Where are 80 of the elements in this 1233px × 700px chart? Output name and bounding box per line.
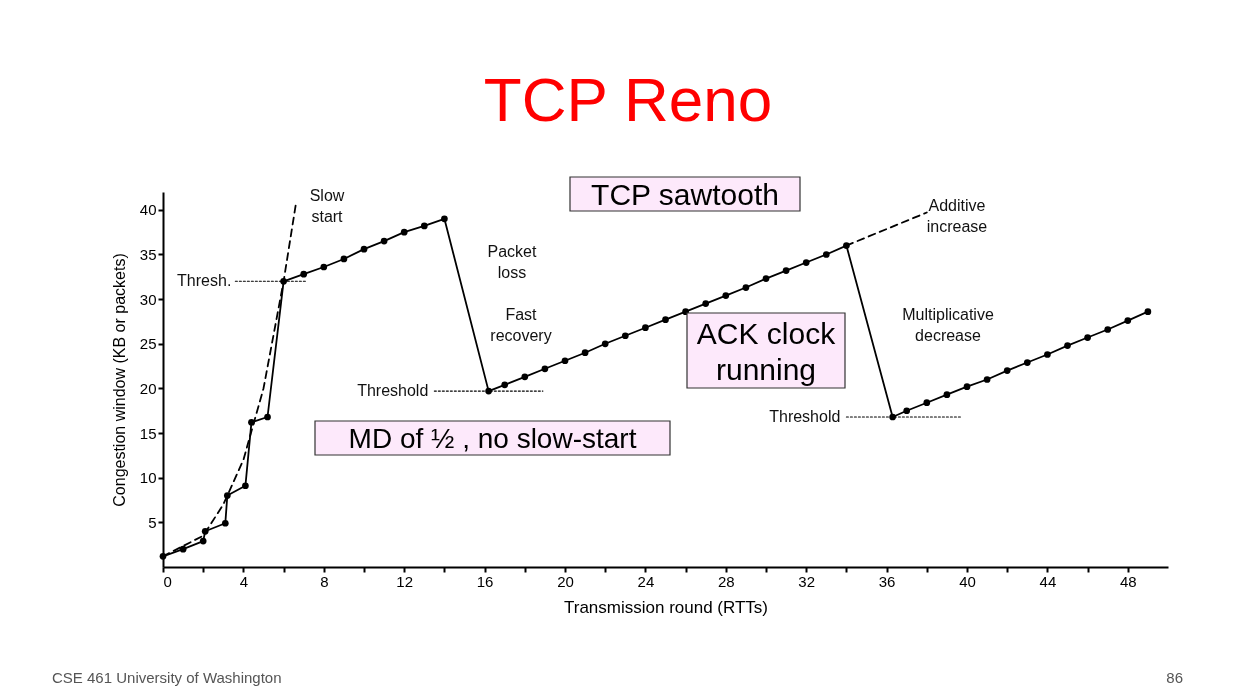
- point: [380, 237, 388, 245]
- point: [1124, 317, 1132, 324]
- point: [561, 357, 569, 365]
- point: [1044, 351, 1051, 358]
- point: [782, 267, 790, 274]
- point: [400, 228, 408, 236]
- point: [1144, 308, 1152, 315]
- point: [441, 215, 448, 223]
- point: [642, 324, 649, 332]
- text: 86: [1166, 669, 1183, 686]
- point: [1084, 334, 1091, 341]
- annotation: Thresh.: [177, 272, 232, 290]
- annotation: TCP sawtooth: [591, 178, 779, 211]
- annotation: Slow start: [309, 186, 345, 225]
- chart-title: TCP Reno: [483, 65, 773, 134]
- y-tick-label: 25: [139, 335, 157, 353]
- annotation: Multiplicative decrease: [902, 305, 994, 344]
- point: [903, 407, 911, 415]
- x-tick-label: 0: [163, 572, 172, 590]
- point: [702, 300, 710, 307]
- point: [340, 255, 348, 263]
- annotation: Packet loss: [487, 242, 538, 281]
- point: [501, 381, 509, 389]
- x-tick-label: 48: [1119, 572, 1137, 590]
- point: [264, 413, 271, 421]
- point: [300, 270, 308, 278]
- point: [662, 316, 669, 324]
- y-tick-label: 20: [139, 379, 157, 397]
- y-tick-label: 15: [139, 424, 157, 442]
- point: [621, 332, 629, 340]
- point: [223, 492, 231, 499]
- point: [199, 537, 207, 545]
- x-tick-label: 36: [878, 572, 896, 590]
- point: [923, 399, 931, 407]
- x-tick-label: 24: [637, 572, 655, 590]
- y-tick-label: 35: [139, 246, 157, 263]
- x-tick-label: 40: [959, 572, 976, 590]
- annotation: MD of ½ , no slow-start: [348, 423, 637, 454]
- point: [943, 391, 951, 399]
- annotation: Threshold: [357, 382, 429, 400]
- annotation: Additive increase: [926, 196, 988, 235]
- x-tick-label: 44: [1039, 572, 1057, 590]
- point: [601, 340, 609, 348]
- point: [420, 222, 428, 230]
- point: [762, 275, 770, 282]
- point: [581, 349, 589, 357]
- point: [360, 245, 368, 253]
- point: [320, 263, 328, 271]
- annotation: Threshold: [769, 408, 841, 425]
- x-tick-label: 16: [476, 572, 494, 590]
- point: [242, 482, 249, 490]
- point: [963, 383, 971, 390]
- x-tick-label: 32: [798, 572, 816, 590]
- x-tick-label: 20: [557, 572, 574, 590]
- annotation: Fast recovery: [490, 305, 552, 344]
- y-axis-title: Congestion window (KB or packets): [110, 253, 128, 507]
- point: [541, 365, 549, 373]
- x-tick-label: 4: [239, 572, 249, 590]
- point: [742, 284, 750, 291]
- point: [822, 251, 830, 258]
- annotation: ACK clock running: [696, 316, 837, 386]
- point: [221, 519, 229, 527]
- point: [1064, 342, 1071, 349]
- y-tick-label: 30: [139, 290, 157, 308]
- x-tick-label: 8: [320, 572, 329, 590]
- y-tick-label: 5: [148, 513, 157, 531]
- point: [179, 545, 187, 553]
- y-tick-label: 10: [139, 469, 157, 487]
- point: [1023, 359, 1031, 366]
- point: [1104, 326, 1112, 333]
- y-tick-label: 40: [139, 201, 157, 219]
- x-axis-title: Transmission round (RTTs): [563, 597, 769, 617]
- point: [802, 259, 810, 266]
- text: CSE 461 University of Washington: [52, 669, 282, 686]
- point: [521, 373, 529, 381]
- point: [1003, 367, 1011, 374]
- point: [722, 292, 730, 299]
- x-tick-label: 28: [717, 572, 735, 590]
- x-tick-label: 12: [396, 572, 414, 590]
- point: [983, 376, 991, 383]
